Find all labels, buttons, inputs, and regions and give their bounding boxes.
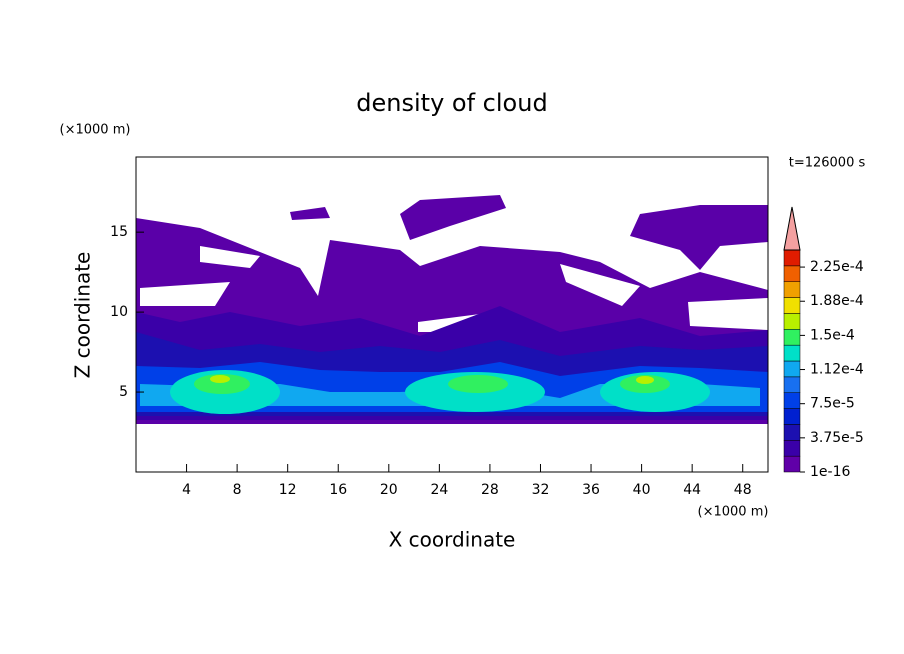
- x-unit: (×1000 m): [698, 505, 769, 520]
- contour-region: [194, 374, 250, 394]
- color-level: [783, 392, 801, 409]
- colorbar-label: 1.88e-4: [810, 293, 864, 309]
- time-annotation: t=126000 s: [789, 156, 866, 171]
- contour-field: [136, 195, 768, 424]
- chart-title: density of cloud: [356, 89, 547, 117]
- colorbar-label: 1.5e-4: [810, 327, 855, 343]
- color-level: [783, 360, 801, 378]
- contour-region: [630, 205, 768, 270]
- y-tick-label: 15: [110, 224, 128, 240]
- x-tick-label: 12: [279, 482, 297, 498]
- colorbar-label: 1.12e-4: [810, 362, 864, 378]
- contour-gap: [140, 282, 230, 306]
- x-tick-label: 32: [532, 482, 550, 498]
- contour-region: [210, 375, 230, 383]
- contour-region: [636, 376, 654, 384]
- plot-frame: [135, 156, 769, 473]
- y-unit: (×1000 m): [60, 123, 131, 138]
- color-level: [783, 424, 801, 441]
- color-level: [783, 313, 801, 330]
- colorbar-label: 1e-16: [810, 464, 850, 480]
- color-level: [783, 281, 801, 298]
- color-level: [783, 344, 801, 362]
- y-tick-label: 5: [119, 384, 128, 400]
- color-level: [783, 297, 801, 314]
- color-level: [783, 265, 801, 282]
- colorbar-extend: [783, 206, 801, 251]
- color-level: [783, 440, 801, 457]
- contour-region: [448, 375, 508, 393]
- color-level: [783, 408, 801, 425]
- contour-gap: [688, 298, 768, 330]
- x-tick-label: 16: [329, 482, 347, 498]
- contour-region: [400, 195, 506, 240]
- contour-gap: [560, 264, 640, 306]
- x-tick-label: 44: [683, 482, 701, 498]
- x-axis-title: X coordinate: [389, 528, 516, 552]
- x-tick-label: 20: [380, 482, 398, 498]
- x-tick-label: 8: [233, 482, 242, 498]
- y-tick-label: 10: [110, 304, 128, 320]
- x-tick-label: 28: [481, 482, 499, 498]
- colorbar-label: 7.5e-5: [810, 396, 855, 412]
- contour-region: [290, 207, 330, 220]
- x-tick-label: 4: [182, 482, 191, 498]
- x-tick-label: 40: [633, 482, 651, 498]
- color-level: [783, 329, 801, 346]
- colorbar-label: 2.25e-4: [810, 259, 864, 275]
- y-axis-title: Z coordinate: [71, 252, 95, 379]
- x-tick-label: 24: [430, 482, 448, 498]
- colorbar-label: 3.75e-5: [810, 430, 864, 446]
- x-tick-label: 36: [582, 482, 600, 498]
- color-level: [783, 376, 801, 393]
- color-level: [783, 455, 801, 473]
- color-level: [783, 249, 801, 267]
- contour-gap: [200, 246, 260, 268]
- x-tick-label: 48: [734, 482, 752, 498]
